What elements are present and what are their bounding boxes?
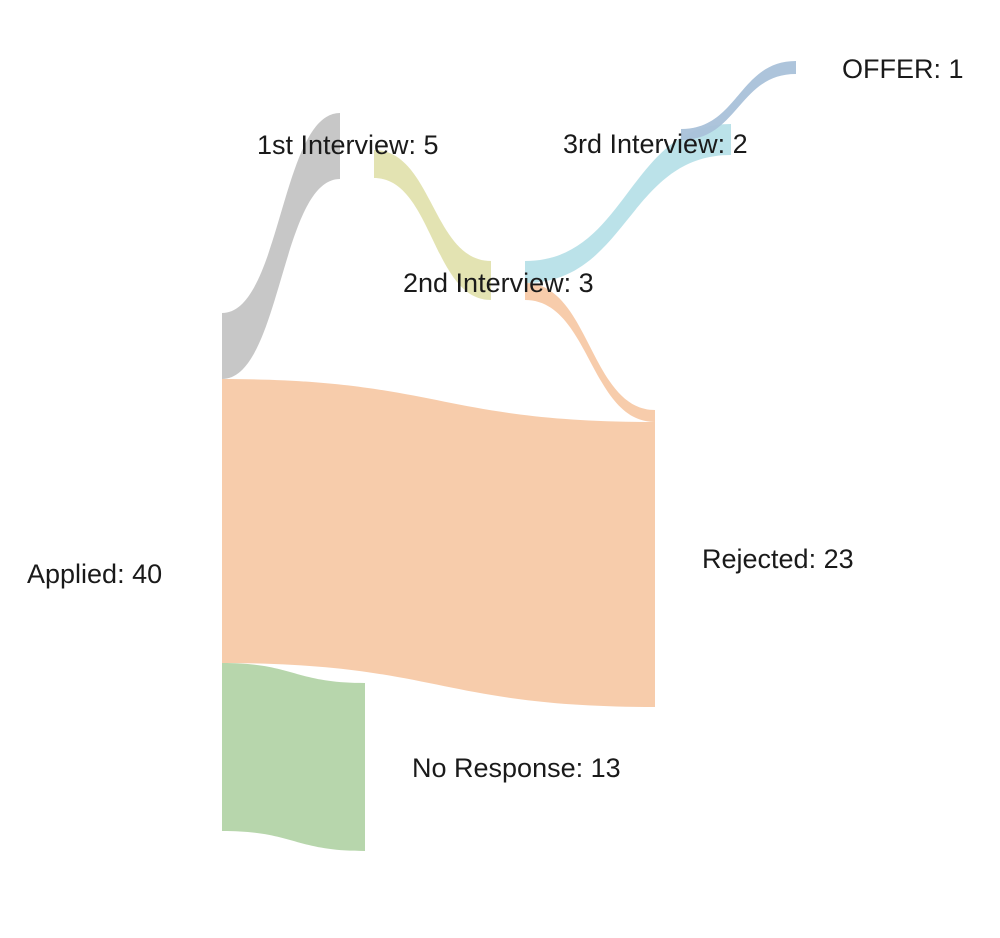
node-label-third-interview: 3rd Interview: 2 bbox=[563, 129, 748, 159]
link-applied-rejected bbox=[222, 379, 655, 707]
sankey-links bbox=[222, 61, 796, 851]
link-first-second bbox=[374, 150, 491, 300]
link-second-third bbox=[525, 124, 731, 283]
link-applied-first bbox=[222, 113, 340, 379]
link-second-rejected bbox=[525, 283, 655, 422]
node-label-second-interview: 2nd Interview: 3 bbox=[403, 268, 594, 298]
node-label-applied: Applied: 40 bbox=[27, 559, 162, 589]
node-label-no-response: No Response: 13 bbox=[412, 753, 621, 783]
node-label-offer: OFFER: 1 bbox=[842, 54, 964, 84]
link-third-offer bbox=[681, 61, 796, 140]
node-label-rejected: Rejected: 23 bbox=[702, 544, 854, 574]
node-label-first-interview: 1st Interview: 5 bbox=[257, 130, 439, 160]
link-applied-noresponse bbox=[222, 663, 365, 851]
sankey-node-labels: Applied: 40 1st Interview: 5 Rejected: 2… bbox=[27, 54, 964, 783]
